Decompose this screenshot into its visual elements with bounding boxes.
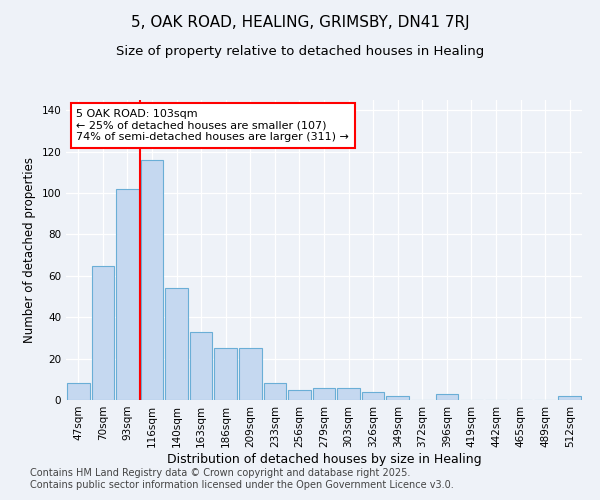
Bar	[190, 332, 212, 400]
X-axis label: Distribution of detached houses by size in Healing: Distribution of detached houses by size …	[167, 452, 481, 466]
Bar	[313, 388, 335, 400]
Bar	[67, 384, 89, 400]
Bar	[165, 288, 188, 400]
Text: 5, OAK ROAD, HEALING, GRIMSBY, DN41 7RJ: 5, OAK ROAD, HEALING, GRIMSBY, DN41 7RJ	[131, 15, 469, 30]
Bar	[239, 348, 262, 400]
Bar	[362, 392, 385, 400]
Bar	[559, 396, 581, 400]
Y-axis label: Number of detached properties: Number of detached properties	[23, 157, 36, 343]
Text: 5 OAK ROAD: 103sqm
← 25% of detached houses are smaller (107)
74% of semi-detach: 5 OAK ROAD: 103sqm ← 25% of detached hou…	[76, 109, 349, 142]
Bar	[92, 266, 114, 400]
Bar	[263, 384, 286, 400]
Bar	[337, 388, 360, 400]
Text: Size of property relative to detached houses in Healing: Size of property relative to detached ho…	[116, 45, 484, 58]
Bar	[288, 390, 311, 400]
Bar	[386, 396, 409, 400]
Bar	[436, 394, 458, 400]
Bar	[214, 348, 237, 400]
Bar	[116, 189, 139, 400]
Text: Contains HM Land Registry data © Crown copyright and database right 2025.
Contai: Contains HM Land Registry data © Crown c…	[30, 468, 454, 490]
Bar	[140, 160, 163, 400]
